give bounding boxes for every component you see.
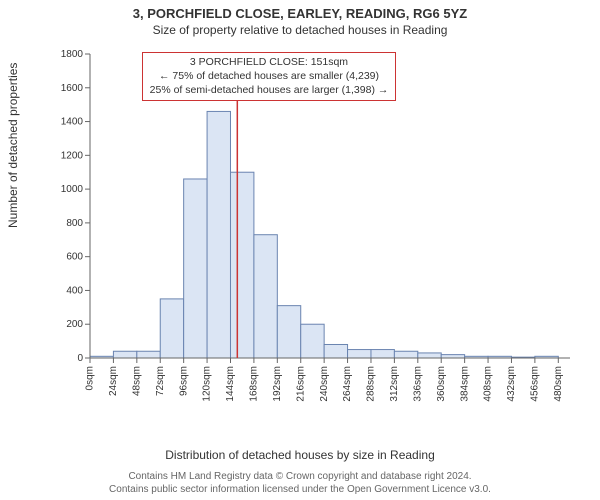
histogram-bar [113,351,136,358]
svg-text:72sqm: 72sqm [155,366,166,396]
svg-text:1400: 1400 [61,117,84,128]
callout-box: 3 PORCHFIELD CLOSE: 151sqm ← 75% of deta… [142,52,396,101]
histogram-bar [184,179,207,358]
svg-text:0: 0 [77,353,83,364]
histogram-bar [394,351,417,358]
svg-text:1600: 1600 [61,83,84,94]
histogram-bar [207,111,230,358]
svg-text:1800: 1800 [61,49,84,60]
svg-text:800: 800 [66,218,83,229]
chart-subtitle: Size of property relative to detached ho… [0,23,600,37]
svg-text:336sqm: 336sqm [412,366,423,402]
histogram-bar [230,172,253,358]
footer: Contains HM Land Registry data © Crown c… [0,471,600,496]
svg-text:400: 400 [66,285,83,296]
histogram-bar [441,355,464,358]
svg-text:432sqm: 432sqm [506,366,517,402]
svg-text:0sqm: 0sqm [85,366,96,390]
svg-text:216sqm: 216sqm [295,366,306,402]
histogram-bar [277,306,300,358]
svg-text:240sqm: 240sqm [319,366,330,402]
callout-line2: ← 75% of detached houses are smaller (4,… [149,69,389,83]
svg-text:408sqm: 408sqm [483,366,494,402]
svg-text:200: 200 [66,319,83,330]
svg-text:456sqm: 456sqm [530,366,541,402]
histogram-bar [371,350,394,358]
svg-text:96sqm: 96sqm [178,366,189,396]
svg-text:360sqm: 360sqm [436,366,447,402]
svg-text:1200: 1200 [61,150,84,161]
histogram-bar [324,344,347,358]
x-axis-label: Distribution of detached houses by size … [0,448,600,462]
svg-text:384sqm: 384sqm [459,366,470,402]
histogram-bar [137,351,160,358]
callout-line3: 25% of semi-detached houses are larger (… [149,83,389,97]
svg-text:1000: 1000 [61,184,84,195]
footer-line2: Contains public sector information licen… [0,484,600,497]
svg-text:312sqm: 312sqm [389,366,400,402]
callout-line1: 3 PORCHFIELD CLOSE: 151sqm [149,55,389,69]
svg-text:480sqm: 480sqm [553,366,564,402]
svg-text:600: 600 [66,252,83,263]
chart-title: 3, PORCHFIELD CLOSE, EARLEY, READING, RG… [0,6,600,21]
svg-text:120sqm: 120sqm [202,366,213,402]
svg-text:24sqm: 24sqm [108,366,119,396]
histogram-bar [418,353,441,358]
svg-text:168sqm: 168sqm [249,366,260,402]
histogram-bar [348,350,371,358]
histogram-bar [301,324,324,358]
svg-text:288sqm: 288sqm [366,366,377,402]
footer-line1: Contains HM Land Registry data © Crown c… [0,471,600,484]
svg-text:192sqm: 192sqm [272,366,283,402]
histogram-bar [160,299,183,358]
histogram-bar [254,235,277,358]
histogram-plot: 0 200 400 600 800 1000 1200 1400 1600 1800 0sqm 24s… [56,48,576,408]
y-axis-label: Number of detached properties [6,63,20,228]
svg-text:48sqm: 48sqm [131,366,142,396]
svg-text:144sqm: 144sqm [225,366,236,402]
svg-text:264sqm: 264sqm [342,366,353,402]
chart-area: 0 200 400 600 800 1000 1200 1400 1600 1800 0sqm 24s… [56,48,576,408]
